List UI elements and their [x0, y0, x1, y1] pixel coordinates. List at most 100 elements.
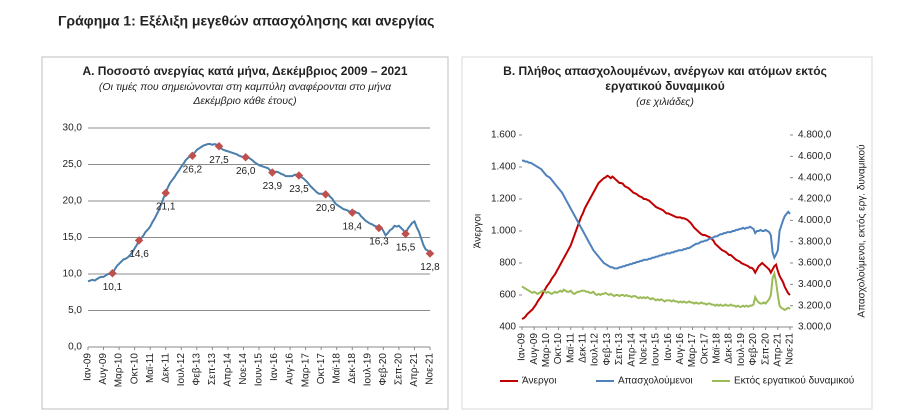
data-label: 10,1 — [103, 282, 123, 293]
point-marker — [321, 190, 330, 199]
data-label: 26,2 — [183, 164, 203, 175]
x-tick-label: Σεπ-20 — [760, 333, 771, 365]
data-label: 23,9 — [263, 181, 283, 192]
x-tick-label: Μαϊ-18 — [331, 353, 342, 384]
y-tick-label: 0,0 — [68, 342, 82, 353]
x-tick-label: Νοε-21 — [425, 353, 436, 385]
y-tick-label: 600 — [499, 290, 516, 301]
legend-label: Εκτός εργατικού δυναμικού — [734, 375, 854, 387]
y2-tick-label: 3.200,0 — [798, 300, 832, 311]
chart-title: Α. Ποσοστό ανεργίας κατά μήνα, Δεκέμβριο… — [82, 64, 407, 78]
x-tick-label: Ιαν-16 — [269, 353, 280, 381]
x-tick-label: Αυγ-09 — [529, 333, 540, 365]
x-tick-label: Απρ-21 — [409, 353, 420, 387]
x-tick-label: Οκτ-10 — [129, 353, 140, 385]
data-label: 14,6 — [129, 249, 149, 260]
y-tick-label: 10,0 — [63, 269, 83, 280]
x-tick-label: Μαϊ-18 — [712, 333, 723, 364]
x-tick-label: Δεκ-18 — [347, 353, 358, 384]
point-marker — [348, 208, 357, 217]
y2-tick-label: 3.600,0 — [798, 258, 832, 269]
y2-tick-label: 4.000,0 — [798, 215, 832, 226]
y-tick-label: 15,0 — [63, 232, 83, 243]
point-marker — [294, 171, 304, 180]
data-label: 18,4 — [343, 221, 363, 232]
point-marker — [108, 269, 117, 278]
y-tick-label: 25,0 — [63, 159, 83, 170]
data-label: 16,3 — [369, 237, 389, 248]
chart-subtitle: Δεκέμβριο κάθε έτους) — [192, 95, 296, 107]
y-tick-label: 5,0 — [68, 305, 82, 316]
x-tick-label: Μαρ-10 — [114, 353, 125, 388]
x-tick-label: Ιουν-15 — [651, 333, 662, 367]
y2-tick-label: 4.400,0 — [798, 172, 832, 183]
data-label: 15,5 — [396, 242, 416, 253]
series-line — [87, 143, 431, 283]
x-tick-label: Ιουλ-19 — [736, 333, 747, 367]
panel — [41, 56, 449, 410]
x-tick-label: Ιαν-16 — [663, 333, 674, 361]
x-tick-label: Ιουλ-12 — [176, 353, 187, 387]
panel — [461, 56, 873, 410]
x-tick-label: Ιουν-15 — [254, 353, 265, 387]
x-tick-label: Ιουλ-19 — [362, 353, 373, 387]
point-marker — [134, 236, 144, 245]
x-tick-label: Μαρ-17 — [300, 353, 311, 388]
point-marker — [425, 249, 435, 258]
x-tick-label: Οκτ-17 — [316, 353, 327, 385]
legend-label: Άνεργοι — [522, 376, 556, 387]
y-tick-label: 20,0 — [63, 196, 83, 207]
x-tick-label: Απρ-14 — [223, 353, 234, 387]
x-tick-label: Μαρ-17 — [687, 333, 698, 368]
y-tick-label: 1.600 — [491, 130, 516, 141]
chart-subtitle: (σε χιλιάδες) — [636, 96, 694, 108]
series-line — [522, 159, 791, 270]
x-tick-label: Ιαν-09 — [83, 353, 94, 381]
series-line — [521, 270, 791, 312]
x-tick-label: Νοε-21 — [785, 333, 796, 365]
point-marker — [401, 229, 410, 239]
y2-tick-label: 3.400,0 — [798, 279, 832, 290]
point-marker — [241, 152, 250, 162]
x-tick-label: Απρ-14 — [626, 333, 637, 367]
chart-subtitle: (Οι τιμές που σημειώνονται στη καμπύλη α… — [99, 81, 392, 93]
y-axis-label: Άνεργοι — [473, 214, 484, 248]
x-tick-label: Αυγ-16 — [675, 333, 686, 365]
y-tick-label: 1.400 — [491, 162, 516, 173]
x-tick-label: Αυγ-16 — [285, 353, 296, 385]
y-tick-label: 800 — [499, 258, 516, 269]
y2-tick-label: 4.600,0 — [798, 151, 832, 162]
y-tick-label: 30,0 — [63, 123, 83, 134]
y-tick-label: 1.000 — [491, 226, 516, 237]
point-marker — [188, 151, 197, 160]
x-tick-label: Νοε-14 — [238, 353, 249, 385]
y2-tick-label: 3.000,0 — [798, 322, 832, 333]
x-tick-label: Φεβ-20 — [378, 353, 389, 386]
point-marker — [214, 142, 224, 151]
x-tick-label: Σεπ-13 — [614, 333, 625, 365]
x-tick-label: Απρ-21 — [772, 333, 783, 367]
x-tick-label: Φεβ-20 — [748, 333, 759, 366]
x-tick-label: Νοε-14 — [638, 333, 649, 365]
x-tick-label: Μαϊ-11 — [145, 353, 156, 383]
data-label: 27,5 — [209, 155, 229, 166]
chart-title: εργατικού δυναμικού — [605, 79, 724, 93]
chart-title: Β. Πλήθος απασχολουμένων, ανέργων και ατ… — [503, 64, 827, 78]
x-tick-label: Ιαν-09 — [517, 333, 528, 361]
y2-axis-label: Απασχολούμενοι, εκτός εργ. δυναμικού — [856, 144, 868, 317]
x-tick-label: Ιουλ-12 — [590, 333, 601, 367]
y2-tick-label: 3.800,0 — [798, 236, 832, 247]
x-tick-label: Σεπ-20 — [394, 353, 405, 385]
point-marker — [268, 168, 277, 177]
page-title: Γράφημα 1: Εξέλιξη μεγεθών απασχόλησης κ… — [58, 13, 434, 29]
y2-tick-label: 4.800,0 — [798, 130, 832, 141]
x-tick-label: Φεβ-13 — [602, 333, 613, 366]
x-tick-label: Οκτ-17 — [699, 333, 710, 365]
legend-label: Απασχολούμενοι — [618, 375, 693, 387]
x-tick-label: Δεκ-11 — [160, 353, 171, 383]
y-tick-label: 400 — [499, 322, 516, 333]
x-tick-label: Φεβ-13 — [191, 353, 202, 386]
x-tick-label: Αυγ-09 — [98, 353, 109, 385]
data-label: 21,1 — [156, 202, 176, 213]
